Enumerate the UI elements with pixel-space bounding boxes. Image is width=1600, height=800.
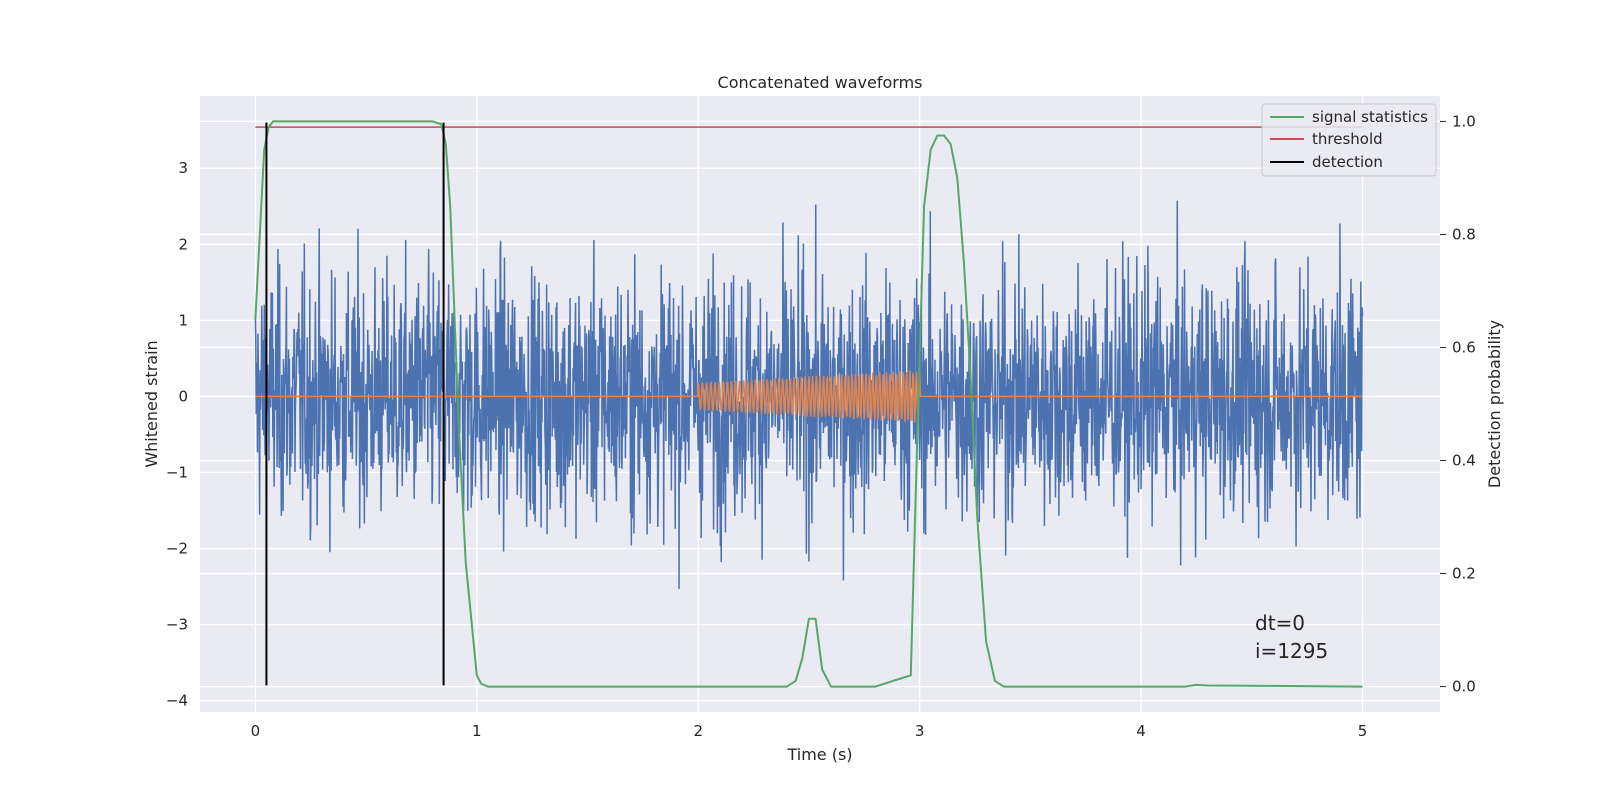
tick-labels: 0 1 2 3 4 5 −4 −3 −2 −1 0 1 2 3 0.0 0.2 0.4 0.6 0.8 1.0	[166, 112, 1476, 740]
y-left-tick-label: 3	[178, 159, 188, 177]
series-signal-statistics	[254, 120, 1363, 688]
annotation-dt: dt=0	[1255, 611, 1305, 635]
y-right-tick-label: 0.8	[1452, 225, 1476, 243]
x-axis-label: Time (s)	[786, 745, 852, 764]
legend-box	[1261, 103, 1437, 177]
y-right-tick-label: 1.0	[1452, 112, 1476, 130]
y-left-tick-label: 1	[178, 311, 188, 329]
y-axis-label-right: Detection probability	[1485, 320, 1504, 488]
y-left-tick-label: −3	[166, 616, 188, 634]
legend-label-signal-statistics: signal statistics	[1312, 108, 1428, 126]
y-right-tick-label: 0.2	[1452, 565, 1476, 583]
x-tick-label: 0	[251, 722, 261, 740]
legend-label-threshold: threshold	[1312, 130, 1383, 148]
chart-title: Concatenated waveforms	[718, 73, 923, 92]
legend-label-detection: detection	[1312, 153, 1383, 171]
x-tick-label: 1	[472, 722, 482, 740]
y-right-tick-label: 0.6	[1452, 338, 1476, 356]
annotation-index: i=1295	[1255, 639, 1328, 663]
x-tick-label: 2	[693, 722, 703, 740]
x-tick-label: 5	[1358, 722, 1368, 740]
y-axis-label-left: Whitened strain	[142, 340, 161, 467]
y-right-tick-label: 0.0	[1452, 678, 1476, 696]
y-left-tick-label: −2	[166, 539, 188, 557]
y-left-tick-label: 2	[178, 235, 188, 253]
legend: signal statistics threshold detection	[1261, 103, 1437, 177]
x-tick-label: 3	[915, 722, 925, 740]
series-whitened-strain	[254, 200, 1364, 590]
y-right-tick-label: 0.4	[1452, 452, 1476, 470]
y-left-tick-label: −4	[166, 692, 188, 710]
x-tick-label: 4	[1136, 722, 1146, 740]
series-layer	[254, 120, 1364, 688]
y-left-tick-label: −1	[166, 463, 188, 481]
series-injected-signal	[255, 369, 1363, 423]
y-left-tick-label: 0	[178, 387, 188, 405]
